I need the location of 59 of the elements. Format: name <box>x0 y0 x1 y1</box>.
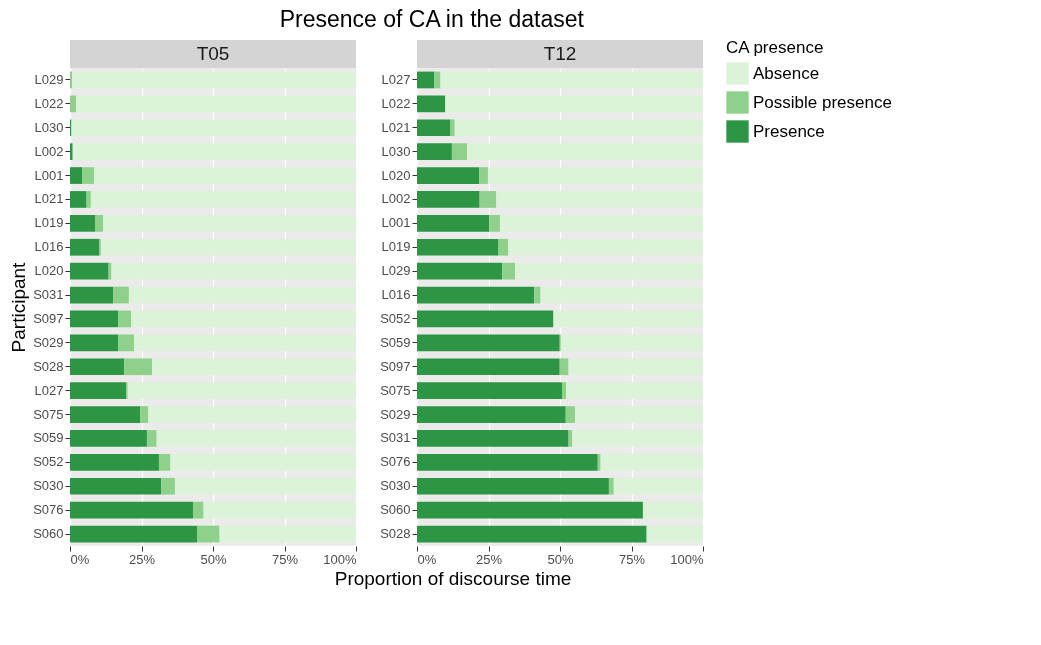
y-tick-label: S060 <box>380 502 411 518</box>
legend-label: Presence <box>753 121 825 141</box>
y-tick-label: L021 <box>34 191 64 207</box>
y-tick-label: L020 <box>381 167 411 183</box>
y-tick-label: L020 <box>34 263 64 279</box>
x-axis-title: Proportion of discourse time <box>334 568 572 589</box>
y-axis-title: Participant <box>8 261 30 353</box>
y-tick-label: L002 <box>34 143 64 159</box>
y-tick-label: S076 <box>33 502 64 518</box>
y-tick-label: S030 <box>33 478 64 494</box>
legend-title: CA presence <box>726 38 824 57</box>
y-tick-label: L002 <box>381 191 411 207</box>
x-tick-label: 100% <box>323 551 357 567</box>
x-tick-label: 50% <box>547 551 574 567</box>
y-tick-label: L001 <box>34 167 64 183</box>
y-tick-label: S060 <box>33 526 64 542</box>
y-tick-label: S097 <box>380 358 411 374</box>
y-tick-label: L030 <box>34 119 64 135</box>
y-tick-label: S031 <box>380 430 411 446</box>
x-tick-label: 25% <box>128 551 156 567</box>
y-tick-label: S052 <box>380 310 411 326</box>
y-tick-label: S028 <box>380 526 411 542</box>
y-tick-label: L022 <box>34 95 64 111</box>
x-tick-label: 100% <box>670 551 704 567</box>
chart-subtitle: T05 <box>196 43 230 64</box>
y-tick-label: S075 <box>33 406 64 422</box>
chart-subtitle: T12 <box>543 43 577 64</box>
y-tick-label: L001 <box>381 215 411 231</box>
x-tick-label: 75% <box>271 551 299 567</box>
text: Presence of CA in the dataset <box>279 6 585 32</box>
y-tick-label: S059 <box>380 334 411 350</box>
y-tick-label: S059 <box>33 430 64 446</box>
legend-label: Absence <box>753 63 820 83</box>
y-tick-label: L029 <box>381 263 411 279</box>
y-tick-label: L022 <box>381 95 411 111</box>
y-tick-label: S029 <box>33 334 64 350</box>
x-tick-label: 25% <box>475 551 503 567</box>
y-tick-label: L027 <box>381 71 411 87</box>
y-tick-label: S031 <box>33 287 64 303</box>
y-tick-label: L019 <box>34 215 64 231</box>
y-tick-label: L019 <box>381 239 411 255</box>
y-tick-label: L030 <box>381 143 411 159</box>
y-tick-label: S097 <box>33 310 64 326</box>
y-tick-label: S052 <box>33 454 64 470</box>
y-tick-label: S075 <box>380 382 411 398</box>
x-tick-label: 50% <box>200 551 227 567</box>
y-tick-label: L016 <box>34 239 64 255</box>
x-tick-label: 0% <box>70 551 90 567</box>
y-tick-label: L029 <box>34 71 64 87</box>
y-tick-label: S029 <box>380 406 411 422</box>
y-tick-label: S076 <box>380 454 411 470</box>
y-tick-label: L027 <box>34 382 64 398</box>
y-tick-label: L016 <box>381 287 411 303</box>
y-tick-label: S030 <box>380 478 411 494</box>
y-tick-label: S028 <box>33 358 64 374</box>
x-tick-label: 75% <box>618 551 646 567</box>
y-tick-label: L021 <box>381 119 411 135</box>
x-tick-label: 0% <box>417 551 437 567</box>
legend-label: Possible presence <box>753 92 892 112</box>
